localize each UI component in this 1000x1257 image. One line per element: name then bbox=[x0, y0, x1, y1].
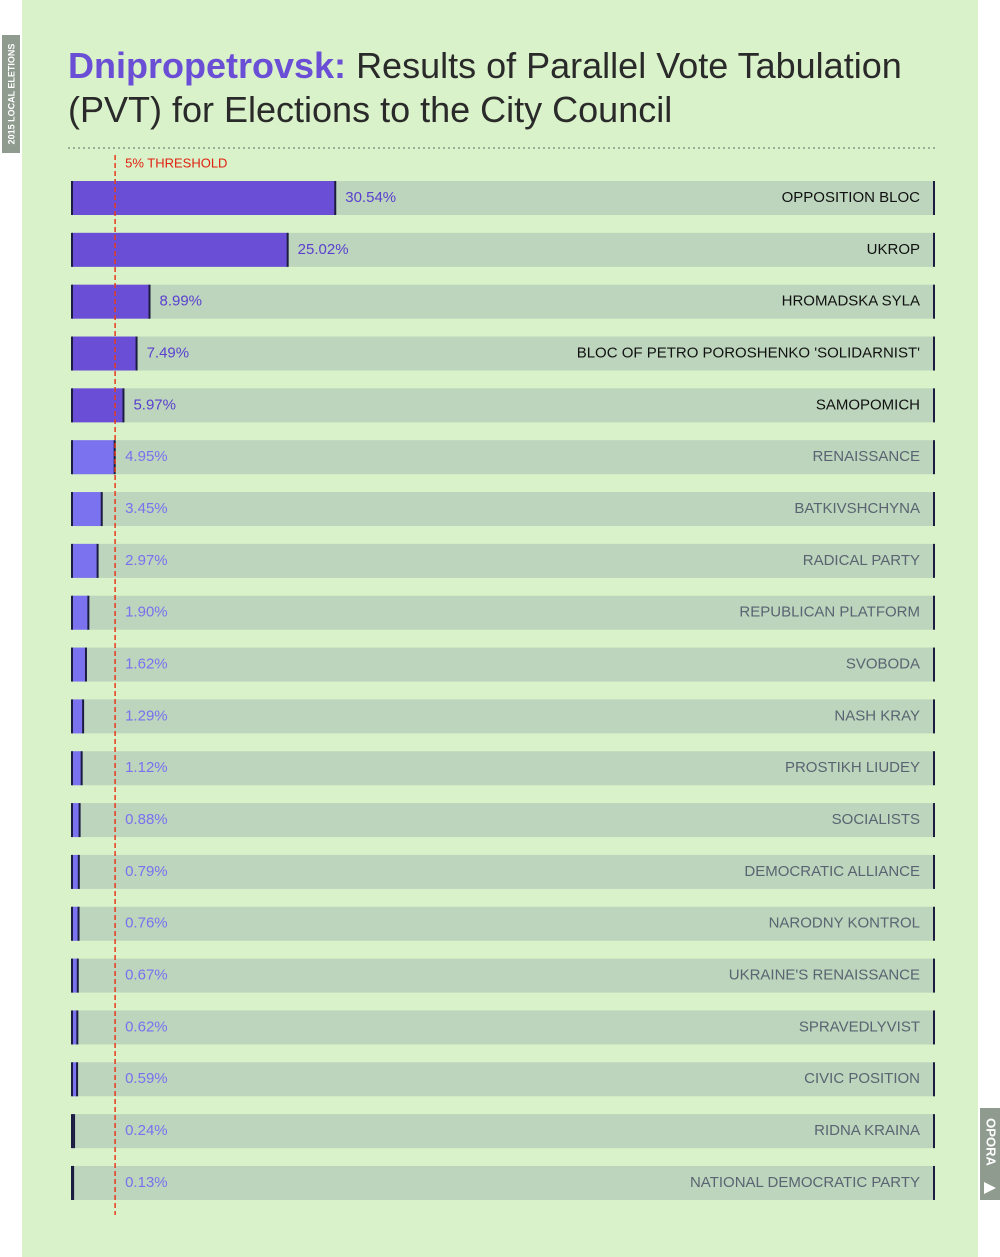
value-label: 1.62% bbox=[125, 656, 168, 673]
track bbox=[72, 388, 934, 423]
category-label: SVOBODA bbox=[846, 656, 920, 673]
track bbox=[72, 751, 934, 786]
bar bbox=[72, 647, 86, 682]
category-label: RENAISSANCE bbox=[812, 448, 920, 465]
value-label: 30.54% bbox=[345, 189, 396, 206]
category-label: RADICAL PARTY bbox=[803, 552, 920, 569]
value-label: 0.88% bbox=[125, 811, 168, 828]
category-label: DEMOCRATIC ALLIANCE bbox=[744, 863, 920, 880]
category-label: HROMADSKA SYLA bbox=[782, 293, 920, 310]
title-place: Dnipropetrovsk: bbox=[68, 45, 347, 86]
bar bbox=[72, 854, 79, 889]
value-label: 0.62% bbox=[125, 1018, 168, 1035]
bar bbox=[72, 1114, 75, 1149]
bar bbox=[72, 699, 84, 734]
title-text: Results of Parallel Vote Tabulation (PVT… bbox=[68, 45, 902, 130]
bar bbox=[72, 181, 336, 215]
value-label: 0.76% bbox=[125, 915, 168, 932]
value-label: 0.24% bbox=[125, 1122, 168, 1139]
track bbox=[72, 803, 934, 838]
bar bbox=[72, 751, 82, 786]
value-label: 25.02% bbox=[298, 241, 349, 258]
track bbox=[72, 1114, 934, 1149]
track bbox=[72, 1165, 934, 1200]
track bbox=[72, 647, 934, 682]
bar bbox=[72, 803, 80, 838]
bar bbox=[72, 906, 79, 941]
track bbox=[72, 1062, 934, 1097]
category-label: UKRAINE'S RENAISSANCE bbox=[729, 967, 920, 984]
bar bbox=[72, 492, 102, 527]
category-label: BATKIVSHCHYNA bbox=[794, 500, 920, 517]
category-label: SAMOPOMICH bbox=[816, 396, 920, 413]
category-label: BLOC OF PETRO POROSHENKO 'SOLIDARNIST' bbox=[577, 344, 920, 361]
value-label: 5.97% bbox=[133, 396, 176, 413]
track bbox=[72, 543, 934, 578]
logo-box bbox=[980, 1108, 1000, 1200]
value-label: 8.99% bbox=[159, 293, 202, 310]
track bbox=[72, 958, 934, 993]
side-box bbox=[2, 35, 20, 153]
category-label: RIDNA KRAINA bbox=[814, 1122, 920, 1139]
category-label: NASH KRAY bbox=[834, 707, 920, 724]
track bbox=[72, 906, 934, 941]
bar bbox=[72, 440, 115, 475]
track bbox=[72, 284, 934, 319]
track bbox=[72, 595, 934, 630]
side-label: 2015 LOCAL ELETIONS bbox=[6, 44, 16, 145]
bar bbox=[72, 543, 98, 578]
category-label: REPUBLICAN PLATFORM bbox=[739, 604, 920, 621]
category-label: SPRAVEDLYVIST bbox=[799, 1018, 920, 1035]
bar bbox=[72, 958, 78, 993]
bar bbox=[72, 232, 288, 267]
bar bbox=[72, 284, 150, 319]
category-label: CIVIC POSITION bbox=[804, 1070, 920, 1087]
category-label: SOCIALISTS bbox=[832, 811, 920, 828]
value-label: 3.45% bbox=[125, 500, 168, 517]
threshold-label: 5% THRESHOLD bbox=[125, 155, 227, 170]
value-label: 2.97% bbox=[125, 552, 168, 569]
bar bbox=[72, 1062, 78, 1097]
track bbox=[72, 854, 934, 889]
value-label: 4.95% bbox=[125, 448, 168, 465]
track bbox=[72, 1010, 934, 1045]
logo: OPORA bbox=[984, 1118, 999, 1166]
value-label: 1.90% bbox=[125, 604, 168, 621]
value-label: 1.29% bbox=[125, 707, 168, 724]
value-label: 7.49% bbox=[147, 344, 190, 361]
category-label: OPPOSITION BLOC bbox=[782, 189, 921, 206]
category-label: PROSTIKH LIUDEY bbox=[785, 759, 920, 776]
chart-title: Dnipropetrovsk: Results of Parallel Vote… bbox=[68, 44, 948, 132]
track bbox=[72, 492, 934, 527]
value-label: 0.13% bbox=[125, 1174, 168, 1191]
track bbox=[72, 440, 934, 475]
category-label: NATIONAL DEMOCRATIC PARTY bbox=[690, 1174, 920, 1191]
value-label: 1.12% bbox=[125, 759, 168, 776]
logo-arrow bbox=[984, 1182, 996, 1194]
value-label: 0.67% bbox=[125, 967, 168, 984]
value-label: 0.59% bbox=[125, 1070, 168, 1087]
track bbox=[72, 699, 934, 734]
category-label: NARODNY KONTROL bbox=[769, 915, 920, 932]
bar bbox=[72, 336, 137, 371]
bar bbox=[72, 1010, 78, 1045]
value-label: 0.79% bbox=[125, 863, 168, 880]
bar bbox=[72, 595, 89, 630]
track bbox=[72, 336, 934, 371]
category-label: UKROP bbox=[867, 241, 920, 258]
